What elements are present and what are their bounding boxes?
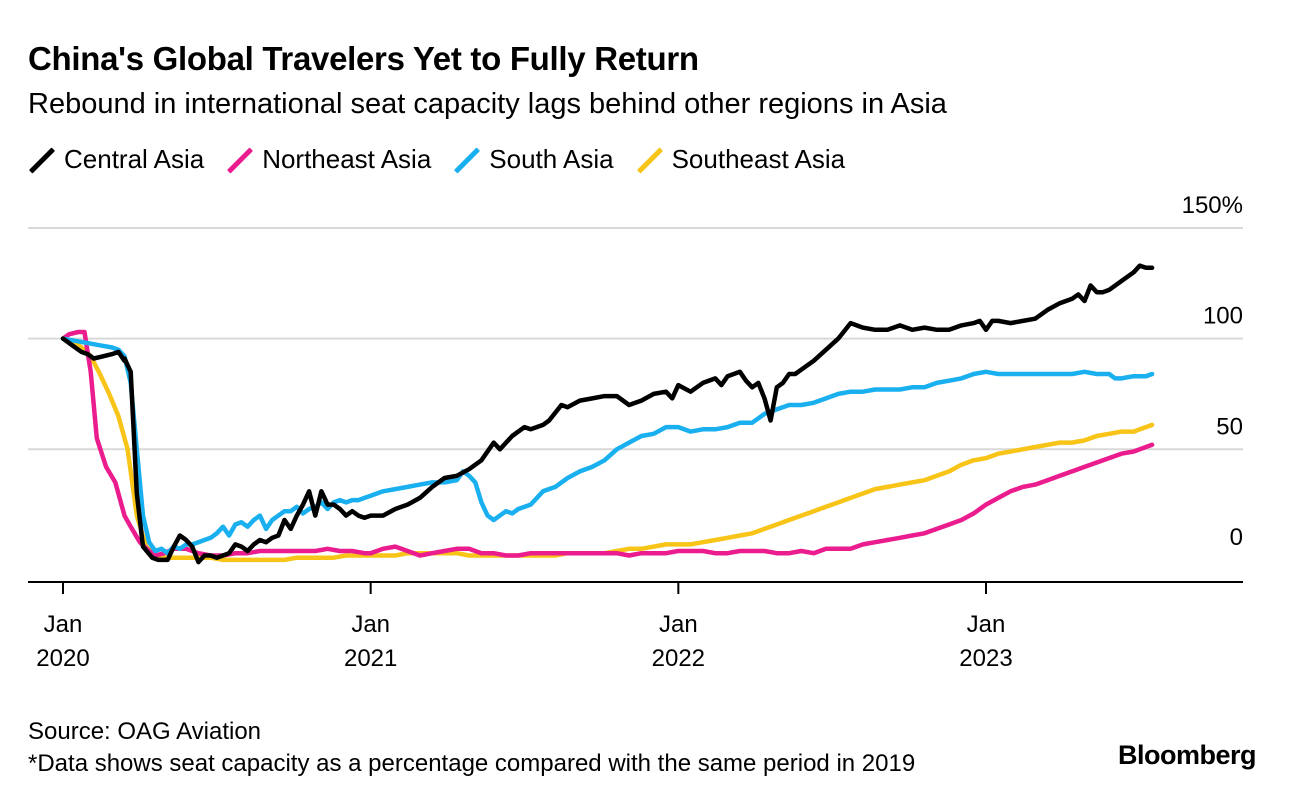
x-tick-label-year-2022: 2022 [652,645,705,672]
x-tick-label-year-2020: 2020 [36,645,89,672]
legend-item-southeast-asia: Southeast Asia [636,144,845,175]
x-tick-label-month-2021: Jan [351,611,390,638]
series-line-central-asia [60,263,1155,565]
x-tick-label-month-2023: Jan [967,611,1006,638]
legend-label-central-asia: Central Asia [64,144,205,174]
source-note: Source: OAG Aviation [28,718,262,745]
legend-label-southeast-asia: Southeast Asia [671,144,846,174]
x-tick-label-year-2023: 2023 [959,645,1012,672]
chart-subtitle: Rebound in international seat capacity l… [28,88,947,120]
chart-title: China's Global Travelers Yet to Fully Re… [28,40,699,77]
x-tick-label-month-2022: Jan [659,611,698,638]
y-tick-label-150: 150% [1182,192,1243,219]
legend-label-northeast-asia: Northeast Asia [262,144,432,174]
footnote: *Data shows seat capacity as a percentag… [28,750,916,777]
legend-label-south-asia: South Asia [489,144,614,174]
legend-item-south-asia: South Asia [453,144,614,175]
y-tick-label-0: 0 [1230,524,1243,551]
legend-item-northeast-asia: Northeast Asia [226,144,431,175]
y-tick-label-100: 100 [1203,303,1243,330]
series-line-northeast-asia [60,329,1155,558]
x-tick-label-year-2021: 2021 [344,645,397,672]
x-tick-label-month-2020: Jan [44,611,83,638]
legend-item-central-asia: Central Asia [28,144,204,175]
series-line-south-asia [60,336,1155,556]
bloomberg-logo: Bloomberg [1117,740,1257,770]
legend: Central Asia Northeast Asia South Asia S… [28,144,867,175]
y-tick-label-50: 50 [1216,413,1243,440]
